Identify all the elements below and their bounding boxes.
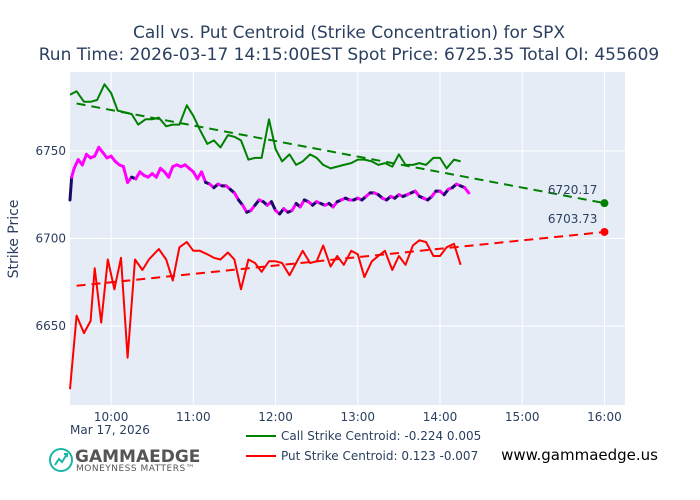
logo-tagline: MONEYNESS MATTERS™ [76, 464, 195, 474]
x-tick-label: 15:00 [505, 410, 540, 424]
put-strike-centroid-line [69, 239, 462, 390]
call-strike-centroid-line [69, 83, 461, 170]
x-tick-label: 16:00 [587, 410, 622, 424]
legend-call-label: Call Strike Centroid: -0.224 0.005 [281, 429, 481, 443]
spot-price-segment [167, 165, 175, 179]
spot-price-segment [70, 166, 76, 179]
put-trend-line [76, 231, 605, 287]
x-tick-label: 10:00 [94, 410, 129, 424]
put-trend-endpoint [600, 227, 609, 236]
series-layer [68, 83, 605, 390]
logo-text: GAMMAEDGE [75, 447, 200, 467]
x-tick-label: 14:00 [423, 410, 458, 424]
spot-price-segment [121, 165, 130, 184]
call-trend-endpoint [600, 199, 609, 208]
x-tick-label: 11:00 [176, 410, 211, 424]
y-tick-labels: 6650 6700 6750 [35, 144, 66, 333]
y-tick-label: 6650 [35, 319, 66, 333]
chart-subtitle: Run Time: 2026-03-17 14:15:00EST Spot Pr… [39, 45, 660, 65]
x-tick-label: 12:00 [258, 410, 293, 424]
call-trend-endpoint-label: 6720.17 [548, 183, 598, 197]
spot-price-segment [154, 166, 162, 179]
legend: Call Strike Centroid: -0.224 0.005 Put S… [246, 429, 481, 463]
y-tick-label: 6750 [35, 144, 66, 158]
endpoint-markers: 6720.17 6703.73 [548, 183, 609, 236]
website-url: www.gammaedge.us [501, 446, 658, 464]
legend-put-label: Put Strike Centroid: 0.123 -0.007 [281, 449, 478, 463]
y-axis-title: Strike Price [6, 200, 22, 279]
chart-title: Call vs. Put Centroid (Strike Concentrat… [133, 23, 565, 43]
spot-price-segment [200, 170, 208, 184]
spot-price-segment [269, 200, 278, 212]
spot-price-segment [68, 175, 74, 202]
spot-price-segment [463, 186, 471, 195]
x-gridlines [110, 72, 605, 405]
gammaedge-logo-mark [49, 448, 73, 472]
date-label: Mar 17, 2026 [70, 423, 150, 437]
x-tick-label: 13:00 [340, 410, 375, 424]
gammaedge-logo: GAMMAEDGE MONEYNESS MATTERS™ [49, 447, 200, 474]
x-tick-labels: 10:00 11:00 12:00 13:00 14:00 15:00 16:00 [94, 410, 622, 424]
spot-price-segment [80, 152, 88, 167]
put-trend-endpoint-label: 6703.73 [548, 212, 598, 226]
y-tick-label: 6700 [35, 232, 66, 246]
